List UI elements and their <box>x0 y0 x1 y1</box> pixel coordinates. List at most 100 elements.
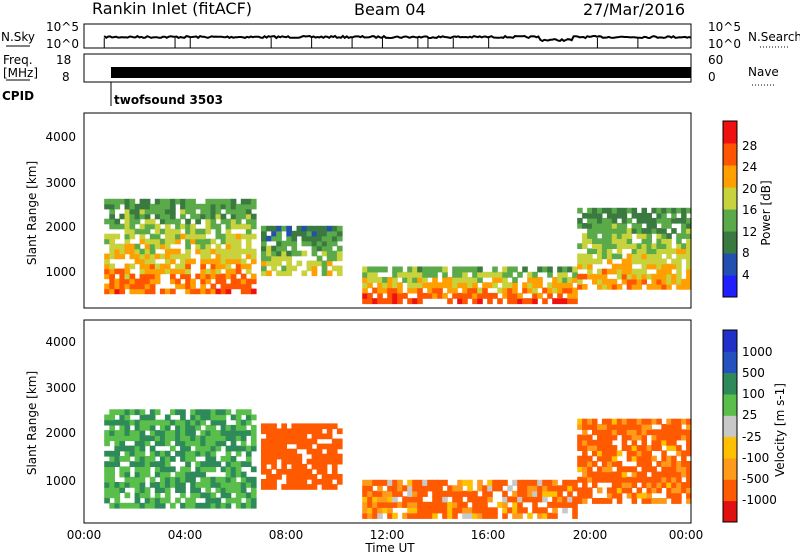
echo-cell <box>261 484 267 490</box>
echo-cell <box>641 498 647 504</box>
echo-cell <box>626 418 633 425</box>
echo-cell <box>487 282 493 289</box>
echo-cell <box>286 428 292 435</box>
echo-cell <box>159 419 166 426</box>
echo-cell <box>301 250 308 257</box>
echo-cell <box>467 292 473 299</box>
frequency-tick-top: 18 <box>56 53 71 67</box>
echo-cell <box>134 497 141 504</box>
echo-cell <box>656 418 662 425</box>
echo-cell <box>119 456 126 462</box>
echo-cell <box>235 233 242 240</box>
echo-cell <box>422 266 428 273</box>
echo-cell <box>492 479 498 486</box>
echo-cell <box>175 497 181 504</box>
echo-cell <box>200 440 206 447</box>
echo-cell <box>144 435 151 442</box>
echo-cell <box>109 461 115 467</box>
echo-cell <box>686 263 692 270</box>
echo-cell <box>276 468 282 475</box>
echo-cell <box>666 253 672 260</box>
echo-cell <box>661 233 667 239</box>
echo-cell <box>180 445 186 452</box>
echo-cell <box>245 223 252 230</box>
echo-cell <box>104 482 110 488</box>
echo-cell <box>235 471 242 478</box>
echo-cell <box>109 482 115 488</box>
echo-cell <box>104 430 110 436</box>
echo-cell <box>109 424 115 431</box>
echo-cell <box>139 248 146 255</box>
echo-cell <box>582 492 588 499</box>
echo-cell <box>159 440 166 447</box>
echo-cell <box>164 228 171 235</box>
echo-cell <box>109 213 115 220</box>
echo-cell <box>592 418 598 425</box>
echo-cell <box>676 418 682 425</box>
echo-cell <box>306 468 313 475</box>
echo-cell <box>109 208 115 215</box>
echo-cell <box>301 270 308 277</box>
echo-cell <box>210 456 217 462</box>
echo-cell <box>200 213 206 220</box>
echo-cell <box>180 273 186 280</box>
echo-cell <box>502 479 508 486</box>
echo-cell <box>200 253 206 260</box>
velocity-ytick-3000: 3000 <box>45 381 76 395</box>
echo-cell <box>175 409 181 416</box>
echo-cell <box>124 218 131 225</box>
echo-cell <box>291 479 298 485</box>
echo-cell <box>577 284 583 290</box>
echo-cell <box>220 424 227 431</box>
echo-cell <box>230 203 237 210</box>
echo-cell <box>567 485 573 492</box>
noise-left-tick-bottom: 10^0 <box>46 37 79 51</box>
echo-cell <box>407 271 413 278</box>
xtick-1600: 16:00 <box>471 528 506 542</box>
echo-cell <box>492 512 498 519</box>
echo-cell <box>286 448 292 455</box>
echo-cell <box>372 277 378 283</box>
echo-cell <box>195 218 201 225</box>
echo-cell <box>235 253 242 260</box>
echo-cell <box>646 238 652 244</box>
echo-cell <box>507 485 513 492</box>
echo-cell <box>144 228 151 235</box>
frequency-band <box>111 67 691 78</box>
echo-cell <box>631 476 638 483</box>
echo-cell <box>185 440 191 447</box>
echo-cell <box>597 284 603 290</box>
echo-cell <box>175 248 181 255</box>
echo-cell <box>185 243 191 250</box>
echo-cell <box>387 479 393 486</box>
echo-cell <box>286 458 292 465</box>
echo-cell <box>301 474 308 480</box>
echo-cell <box>492 266 498 273</box>
echo-cell <box>175 482 181 488</box>
echo-cell <box>205 253 212 260</box>
echo-cell <box>671 434 677 441</box>
echo-cell <box>190 424 196 431</box>
echo-cell <box>537 479 543 486</box>
echo-cell <box>577 258 583 265</box>
echo-cell <box>681 450 687 457</box>
echo-cell <box>195 243 201 250</box>
echo-cell <box>592 439 598 446</box>
echo-cell <box>180 450 186 457</box>
nave-tick-top: 60 <box>708 53 723 67</box>
echo-cell <box>240 409 247 416</box>
echo-cell <box>104 492 110 499</box>
echo-cell <box>240 248 247 255</box>
echo-cell <box>195 273 201 280</box>
echo-cell <box>240 487 247 493</box>
echo-cell <box>681 482 687 488</box>
echo-cell <box>507 287 513 294</box>
echo-cell <box>245 414 252 421</box>
echo-cell <box>311 448 318 455</box>
echo-cell <box>621 233 628 239</box>
echo-cell <box>502 277 508 283</box>
echo-cell <box>336 255 343 262</box>
echo-cell <box>159 450 166 457</box>
echo-cell <box>286 265 292 272</box>
echo-cell <box>326 443 333 450</box>
